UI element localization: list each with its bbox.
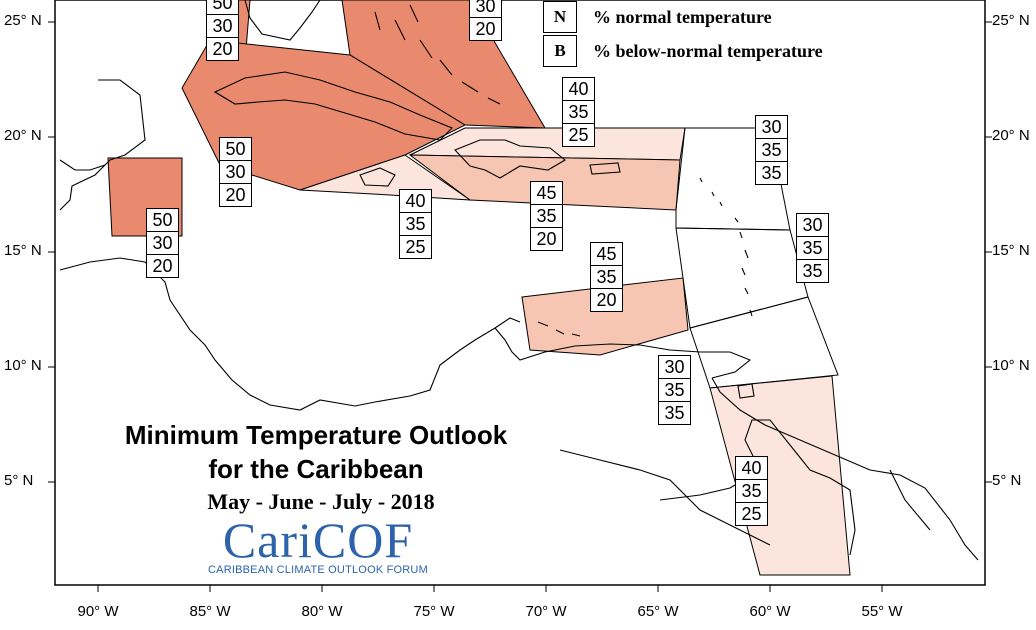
lon-label-70: 70° W (525, 603, 567, 620)
prob-normal: 35 (755, 138, 788, 162)
prob-below: 20 (590, 288, 623, 312)
caricof-logo: CariCOF CARIBBEAN CLIMATE OUTLOOK FORUM (202, 512, 436, 582)
prob-box-florida: 50 30 20 (206, 0, 239, 61)
logo-name: CariCOF (222, 512, 414, 568)
prob-below: 25 (735, 502, 768, 526)
prob-normal: 35 (735, 479, 768, 503)
prob-normal: 35 (796, 236, 829, 260)
zone-abc (521, 277, 689, 356)
map-title: Minimum Temperature Outlook for the Cari… (80, 418, 552, 486)
prob-box-hispaniola: 45 35 20 (530, 181, 563, 251)
prob-above: 40 (735, 456, 768, 480)
prob-above: 50 (146, 208, 179, 232)
prob-above: 45 (530, 181, 563, 205)
zone-trinidad (689, 296, 839, 389)
map-title-line1: Minimum Temperature Outlook (124, 420, 508, 450)
lon-label-90: 90° W (77, 603, 119, 620)
prob-below: 20 (206, 37, 239, 61)
prob-box-leeward: 30 35 35 (755, 115, 788, 185)
prob-normal: 30 (219, 160, 252, 184)
prob-above: 30 (796, 213, 829, 237)
legend-key-below: B (543, 35, 577, 67)
prob-below: 35 (796, 259, 829, 283)
axis-ticks (48, 21, 992, 592)
lon-label-55: 55° W (861, 603, 903, 620)
prob-above: 40 (399, 189, 432, 213)
lat-label-20-right: 20° N (992, 127, 1030, 144)
prob-below: 20 (530, 227, 563, 251)
zone-turks (409, 127, 686, 161)
legend: N % normal temperature B % below-normal … (543, 0, 823, 68)
prob-box-belize: 50 30 20 (146, 208, 179, 278)
prob-box-abc-islands: 45 35 20 (590, 242, 623, 312)
zone-guianas (709, 375, 851, 576)
lat-label-5-right: 5° N (992, 472, 1022, 489)
lat-label-10-right: 10° N (992, 357, 1030, 374)
prob-above: 30 (755, 115, 788, 139)
lon-label-60: 60° W (749, 603, 791, 620)
prob-normal: 35 (658, 378, 691, 402)
lat-label-15-left: 15° N (4, 242, 42, 259)
prob-box-cuba: 50 30 20 (219, 137, 252, 207)
prob-above: 50 (219, 137, 252, 161)
lon-label-85: 85° W (189, 603, 231, 620)
prob-above: 45 (590, 242, 623, 266)
legend-label-below: % below-normal temperature (593, 40, 823, 61)
lon-label-65: 65° W (637, 603, 679, 620)
prob-normal: 30 (469, 0, 502, 18)
map-title-line2: for the Caribbean (208, 454, 424, 484)
prob-above: 30 (658, 355, 691, 379)
prob-box-jamaica: 40 35 25 (399, 189, 432, 259)
prob-above: 40 (562, 77, 595, 101)
prob-normal: 35 (562, 100, 595, 124)
prob-box-turks-caicos: 40 35 25 (562, 77, 595, 147)
lon-label-80: 80° W (301, 603, 343, 620)
prob-below: 35 (755, 161, 788, 185)
lat-label-10-left: 10° N (4, 357, 42, 374)
prob-below: 20 (146, 254, 179, 278)
prob-box-guianas: 40 35 25 (735, 456, 768, 526)
prob-normal: 30 (146, 231, 179, 255)
legend-row-below: B % below-normal temperature (543, 34, 823, 68)
prob-normal: 30 (206, 14, 239, 38)
prob-box-windward: 30 35 35 (796, 213, 829, 283)
prob-box-bahamas: 30 20 (469, 0, 502, 41)
prob-normal: 35 (530, 204, 563, 228)
legend-label-normal: % normal temperature (593, 6, 772, 27)
prob-below: 35 (658, 401, 691, 425)
prob-below: 25 (562, 123, 595, 147)
lat-label-25-right: 25° N (992, 12, 1030, 29)
lat-label-5-left: 5° N (4, 472, 34, 489)
lat-label-25-left: 25° N (4, 12, 42, 29)
prob-box-trinidad: 30 35 35 (658, 355, 691, 425)
lon-label-75: 75° W (413, 603, 455, 620)
prob-below: 20 (219, 183, 252, 207)
map-frame (54, 0, 986, 586)
map-subtitle: May - June - July - 2018 (207, 489, 435, 514)
lat-label-15-right: 15° N (992, 242, 1030, 259)
logo-tagline: CARIBBEAN CLIMATE OUTLOOK FORUM (208, 564, 428, 576)
prob-normal: 35 (399, 212, 432, 236)
legend-row-normal: N % normal temperature (543, 0, 823, 34)
legend-key-normal: N (543, 1, 577, 33)
prob-below: 20 (469, 17, 502, 41)
lat-label-20-left: 20° N (4, 127, 42, 144)
prob-below: 25 (399, 235, 432, 259)
coastlines (59, 0, 979, 561)
prob-normal: 35 (590, 265, 623, 289)
prob-above: 50 (206, 0, 239, 15)
